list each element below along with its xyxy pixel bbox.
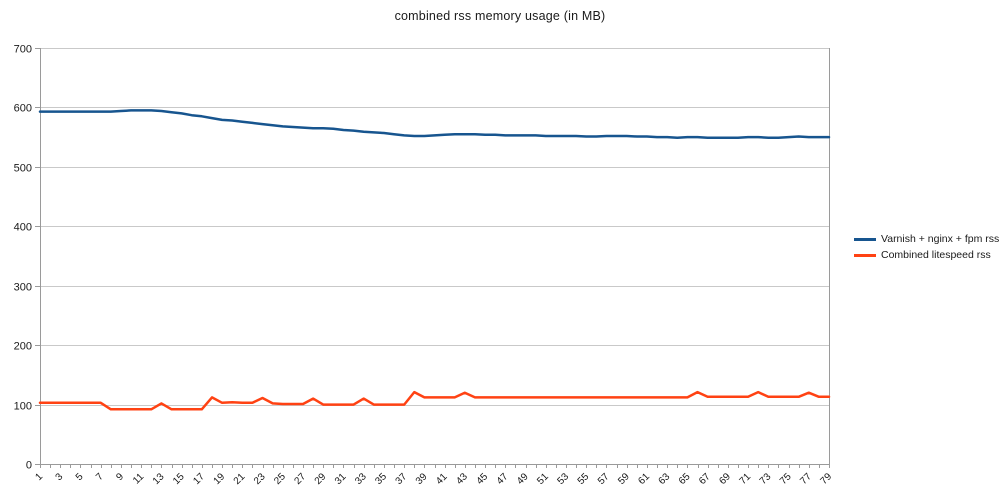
x-axis-label-37: 37 (394, 471, 410, 487)
x-axis-label-59: 59 (616, 471, 632, 487)
x-axis-label-7: 7 (94, 471, 106, 483)
x-axis-label-39: 39 (414, 471, 430, 487)
x-axis-label-71: 71 (738, 471, 754, 487)
x-axis-label-47: 47 (495, 471, 511, 487)
x-axis-label-33: 33 (353, 471, 369, 487)
x-axis-label-49: 49 (515, 471, 531, 487)
y-axis-label-500: 500 (14, 163, 32, 175)
legend-label-varnish-nginx-fpm: Varnish + nginx + fpm rss (881, 233, 1000, 245)
x-axis-label-23: 23 (252, 471, 268, 487)
x-axis-label-75: 75 (778, 471, 794, 487)
x-axis-label-79: 79 (818, 471, 834, 487)
legend-swatch-blue (854, 238, 876, 241)
x-axis-label-29: 29 (313, 471, 329, 487)
x-axis-label-5: 5 (74, 471, 86, 483)
x-axis-label-35: 35 (373, 471, 389, 487)
legend-swatch-orange (854, 254, 876, 257)
x-axis-label-65: 65 (677, 471, 693, 487)
x-axis-label-31: 31 (333, 471, 349, 487)
y-axis-label-200: 200 (14, 341, 32, 353)
chart-title: combined rss memory usage (in MB) (394, 9, 606, 23)
x-axis-label-15: 15 (171, 471, 187, 487)
y-axis-label-0: 0 (26, 460, 32, 472)
x-axis-label-55: 55 (576, 471, 592, 487)
x-axis-label-51: 51 (535, 471, 551, 487)
y-axis-label-300: 300 (14, 282, 32, 294)
legend-item-litespeed: Combined litespeed rss (854, 249, 999, 262)
x-axis-label-57: 57 (596, 471, 612, 487)
x-axis-label-77: 77 (798, 471, 814, 487)
x-axis-label-73: 73 (758, 471, 774, 487)
x-axis-label-43: 43 (454, 471, 470, 487)
x-axis-label-21: 21 (232, 471, 248, 487)
x-axis-label-11: 11 (131, 471, 146, 486)
x-axis-label-63: 63 (657, 471, 673, 487)
y-axis-label-600: 600 (14, 103, 32, 115)
series-line-litespeed (38, 390, 831, 411)
x-axis-label-17: 17 (191, 471, 207, 487)
series-line-varnish-nginx-fpm (38, 109, 831, 139)
x-axis-label-27: 27 (292, 471, 308, 487)
y-axis-label-400: 400 (14, 222, 32, 234)
legend-item-varnish-nginx-fpm: Varnish + nginx + fpm rss (854, 233, 999, 246)
x-axis-label-61: 61 (636, 471, 652, 487)
x-axis-label-41: 41 (434, 471, 450, 487)
x-axis-label-9: 9 (114, 471, 126, 483)
x-axis-label-45: 45 (475, 471, 491, 487)
x-axis-label-1: 1 (33, 471, 45, 483)
x-axis-label-69: 69 (717, 471, 733, 487)
x-axis-label-13: 13 (151, 471, 167, 487)
x-axis-label-67: 67 (697, 471, 713, 487)
y-axis-label-700: 700 (14, 44, 32, 56)
legend: Varnish + nginx + fpm rss Combined lites… (854, 233, 999, 262)
x-axis-label-3: 3 (54, 471, 66, 483)
x-axis-label-19: 19 (212, 471, 228, 487)
legend-label-litespeed: Combined litespeed rss (881, 249, 991, 261)
x-axis-label-25: 25 (272, 471, 288, 487)
y-axis-label-100: 100 (14, 401, 32, 413)
x-axis-label-53: 53 (555, 471, 571, 487)
